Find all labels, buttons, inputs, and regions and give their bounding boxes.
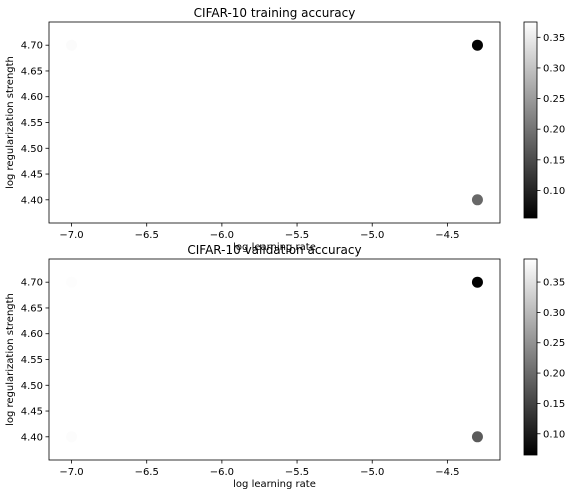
training-x-tick-label: −4.5 <box>435 230 459 241</box>
validation-colorbar <box>523 258 538 456</box>
validation-scatter-point <box>471 431 483 443</box>
training-chart-title: CIFAR-10 training accuracy <box>194 6 356 20</box>
training-scatter-point <box>471 39 483 51</box>
validation-y-tick-label: 4.60 <box>21 329 43 340</box>
validation-y-tick-label: 4.50 <box>21 381 43 392</box>
training-x-tick-label: −7.0 <box>59 230 83 241</box>
validation-x-tick-label: −7.0 <box>59 467 83 478</box>
validation-x-tick-label: −5.0 <box>360 467 384 478</box>
validation-x-axis-label: log learning rate <box>233 479 316 490</box>
training-x-tick-label: −5.0 <box>360 230 384 241</box>
training-y-tick-label: 4.65 <box>21 66 43 77</box>
training-colorbar-tick-label: 0.15 <box>543 155 565 166</box>
training-y-tick-label: 4.40 <box>21 195 43 206</box>
validation-x-tick-label: −5.5 <box>285 467 309 478</box>
validation-x-tick-label: −4.5 <box>435 467 459 478</box>
validation-x-tick-label: −6.5 <box>135 467 159 478</box>
training-x-tick-label: −6.5 <box>135 230 159 241</box>
training-y-tick-label: 4.55 <box>21 118 43 129</box>
validation-colorbar-tick-label: 0.35 <box>543 278 565 289</box>
training-plot-area: −7.0 −6.5 −6.0 −5.5 −5.0 −4.5 4.40 4.45 4.50 4.55… <box>21 21 565 241</box>
validation-scatter-point <box>66 431 78 443</box>
training-colorbar-tick-label: 0.25 <box>543 94 565 105</box>
training-x-axis-label: log learning rate <box>233 242 316 253</box>
validation-scatter-point <box>66 276 78 288</box>
training-y-tick-label: 4.60 <box>21 92 43 103</box>
training-colorbar-tick-label: 0.35 <box>543 33 565 44</box>
validation-y-tick-label: 4.70 <box>21 278 43 289</box>
validation-y-tick-label: 4.55 <box>21 355 43 366</box>
validation-colorbar-tick-label: 0.15 <box>543 399 565 410</box>
validation-colorbar-tick-label: 0.30 <box>543 308 565 319</box>
validation-accuracy-panel: −7.0 −6.5 −6.0 −5.5 −5.0 −4.5 4.40 4.45 4.50 4.55… <box>5 243 565 490</box>
training-y-tick-label: 4.70 <box>21 41 43 52</box>
training-colorbar <box>523 21 538 219</box>
validation-y-tick-label: 4.65 <box>21 303 43 314</box>
training-accuracy-panel: −7.0 −6.5 −6.0 −5.5 −5.0 −4.5 4.40 4.45 4.50 4.55… <box>5 6 565 253</box>
training-colorbar-tick-label: 0.30 <box>543 63 565 74</box>
validation-colorbar-tick-label: 0.10 <box>543 429 565 440</box>
validation-y-tick-label: 4.40 <box>21 432 43 443</box>
training-y-tick-label: 4.50 <box>21 144 43 155</box>
training-colorbar-tick-label: 0.10 <box>543 186 565 197</box>
validation-chart-title: CIFAR-10 validation accuracy <box>187 243 361 257</box>
training-scatter-point <box>66 194 78 206</box>
training-scatter-point <box>471 194 483 206</box>
validation-colorbar-tick-label: 0.20 <box>543 369 565 380</box>
validation-plot-area: −7.0 −6.5 −6.0 −5.5 −5.0 −4.5 4.40 4.45 4.50 4.55… <box>21 258 565 478</box>
training-y-axis-label: log regularization strength <box>5 56 16 189</box>
training-y-tick-label: 4.45 <box>21 170 43 181</box>
validation-axes-frame <box>48 258 501 461</box>
validation-y-axis-label: log regularization strength <box>5 293 16 426</box>
training-colorbar-tick-label: 0.20 <box>543 125 565 136</box>
training-x-tick-label: −6.0 <box>210 230 234 241</box>
validation-x-tick-label: −6.0 <box>210 467 234 478</box>
validation-y-tick-label: 4.45 <box>21 407 43 418</box>
validation-colorbar-tick-label: 0.25 <box>543 338 565 349</box>
training-scatter-point <box>66 39 78 51</box>
training-x-tick-label: −5.5 <box>285 230 309 241</box>
validation-scatter-point <box>471 276 483 288</box>
training-axes-frame <box>48 21 501 224</box>
